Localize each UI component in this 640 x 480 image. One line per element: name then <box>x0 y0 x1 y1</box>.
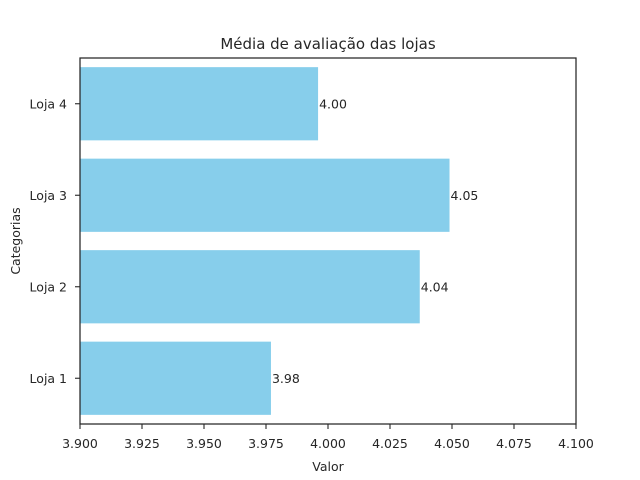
y-axis-label: Categorias <box>8 207 23 274</box>
y-tick-label: Loja 3 <box>30 188 67 203</box>
x-tick-label: 3.900 <box>62 436 98 451</box>
x-tick-label: 4.000 <box>310 436 346 451</box>
x-tick-label: 3.925 <box>124 436 160 451</box>
data-label: 4.04 <box>421 279 449 294</box>
bar-loja-4 <box>80 67 319 141</box>
y-tick-label: Loja 4 <box>30 96 67 111</box>
y-tick-label: Loja 2 <box>30 279 67 294</box>
bars-layer <box>80 67 450 415</box>
y-tick-label: Loja 1 <box>30 371 67 386</box>
data-labels-layer: 3.98 4.04 4.05 4.00 <box>272 96 478 386</box>
x-axis-ticks: 3.900 3.925 3.950 3.975 4.000 4.025 4.050 4.075… <box>62 424 594 451</box>
data-label: 4.00 <box>319 96 347 111</box>
bar-loja-1 <box>80 341 271 415</box>
chart-title: Média de avaliação das lojas <box>220 35 436 53</box>
data-label: 3.98 <box>272 371 300 386</box>
x-tick-label: 3.975 <box>248 436 284 451</box>
x-tick-label: 3.950 <box>186 436 222 451</box>
x-tick-label: 4.050 <box>434 436 470 451</box>
x-tick-label: 4.025 <box>372 436 408 451</box>
bar-loja-3 <box>80 158 450 232</box>
x-tick-label: 4.100 <box>558 436 594 451</box>
y-axis-ticks: Loja 1 Loja 2 Loja 3 Loja 4 <box>30 96 80 386</box>
x-tick-label: 4.075 <box>496 436 532 451</box>
data-label: 4.05 <box>451 188 479 203</box>
x-axis-label: Valor <box>312 459 344 474</box>
bar-loja-2 <box>80 250 420 324</box>
